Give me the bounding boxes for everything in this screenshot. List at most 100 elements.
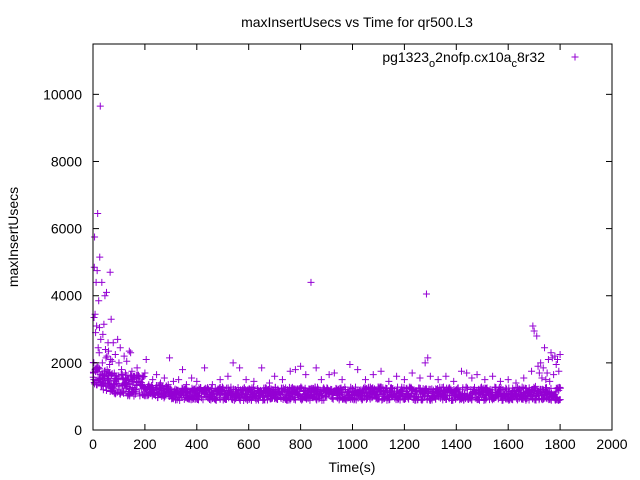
data-point: [95, 349, 103, 357]
data-point: [104, 376, 112, 384]
data-point: [116, 344, 124, 352]
data-point: [518, 383, 526, 391]
data-point: [175, 376, 183, 384]
data-point: [278, 376, 286, 384]
data-point: [481, 376, 489, 384]
data-point: [422, 290, 430, 298]
data-point: [102, 354, 110, 362]
data-point: [93, 366, 101, 374]
data-point: [552, 361, 560, 369]
data-point: [546, 377, 554, 385]
legend-label-part: 2nofp.cx10a: [435, 49, 511, 65]
data-point: [118, 371, 126, 379]
data-point: [100, 320, 108, 328]
data-point: [442, 372, 450, 380]
data-point: [354, 366, 362, 374]
plot-frame: [92, 43, 613, 431]
data-point: [95, 324, 103, 332]
data-point: [229, 359, 237, 367]
data-point: [426, 372, 434, 380]
data-point: [528, 367, 536, 375]
data-point: [93, 322, 101, 330]
data-point: [111, 350, 119, 358]
data-point: [291, 396, 299, 404]
legend-label: pg1323o2nofp.cx10ac8r32: [382, 49, 545, 70]
data-point: [312, 364, 320, 372]
data-point: [408, 369, 416, 377]
data-point: [111, 381, 119, 389]
data-point: [478, 383, 486, 391]
data-point: [199, 396, 207, 404]
data-point: [99, 330, 107, 338]
data-point: [193, 391, 201, 399]
data-point: [265, 379, 273, 387]
data-point: [434, 376, 442, 384]
data-point: [466, 395, 474, 403]
data-point: [555, 396, 563, 404]
data-point: [201, 364, 209, 372]
data-point: [118, 366, 126, 374]
data-point: [286, 367, 294, 375]
data-point: [538, 385, 546, 393]
data-point: [160, 394, 168, 402]
data-point: [98, 359, 106, 367]
data-point: [290, 395, 298, 403]
data-point: [90, 263, 98, 271]
legend-label-part: o: [429, 58, 435, 70]
x-tick-label: 2000: [596, 436, 627, 452]
data-point: [533, 332, 541, 340]
data-point: [544, 356, 552, 364]
data-point: [396, 396, 404, 404]
data-point: [542, 376, 550, 384]
data-point: [361, 376, 369, 384]
data-point: [538, 374, 546, 382]
data-point: [463, 369, 471, 377]
data-point: [457, 367, 465, 375]
data-point: [242, 376, 250, 384]
data-point: [131, 386, 139, 394]
data-point: [105, 347, 113, 355]
data-point: [535, 369, 543, 377]
data-point: [302, 371, 310, 379]
data-point: [520, 374, 528, 382]
data-point: [208, 381, 216, 389]
legend: pg1323o2nofp.cx10ac8r32: [382, 49, 579, 70]
x-axis: 0 200 400 600 800 1000 1200 1400 1600 1800 2000: [89, 44, 628, 452]
data-point: [103, 352, 111, 360]
data-point: [338, 376, 346, 384]
data-point: [537, 359, 545, 367]
data-point: [531, 382, 539, 390]
data-point: [297, 383, 305, 391]
data-point: [97, 381, 105, 389]
data-point: [94, 210, 102, 218]
data-point: [271, 372, 279, 380]
data-point: [91, 233, 99, 241]
data-point: [291, 366, 299, 374]
data-point: [149, 376, 157, 384]
data-point: [179, 366, 187, 374]
data-point: [297, 362, 305, 370]
data-point: [550, 371, 558, 379]
data-point: [471, 383, 478, 391]
y-tick-label: 4000: [51, 288, 82, 304]
data-point: [439, 383, 447, 391]
data-point: [93, 267, 101, 275]
data-point: [106, 268, 114, 276]
data-point: [450, 377, 458, 385]
data-point: [164, 381, 172, 389]
data-point: [317, 376, 325, 384]
data-point: [351, 395, 359, 403]
x-axis-title: Time(s): [329, 459, 376, 475]
data-point: [142, 356, 150, 364]
data-point: [135, 389, 143, 397]
legend-label-part: c: [511, 58, 517, 70]
data-point: [134, 371, 142, 379]
data-point: [100, 367, 108, 375]
data-point: [99, 386, 107, 394]
data-point: [137, 379, 145, 387]
data-point: [101, 292, 109, 300]
data-point: [529, 322, 537, 330]
plot-area: [89, 102, 564, 404]
x-tick-label: 400: [185, 436, 209, 452]
